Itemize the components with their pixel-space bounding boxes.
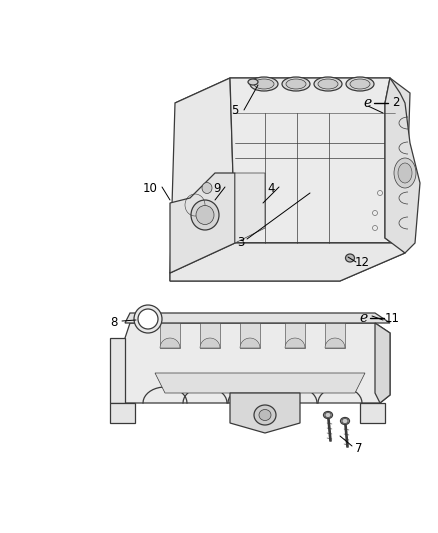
Ellipse shape	[342, 418, 348, 424]
Polygon shape	[175, 78, 390, 103]
Text: 4: 4	[268, 182, 275, 195]
Polygon shape	[200, 338, 220, 348]
Polygon shape	[230, 78, 395, 243]
Ellipse shape	[202, 182, 212, 193]
Polygon shape	[240, 338, 260, 348]
Text: 9: 9	[213, 182, 221, 195]
Ellipse shape	[254, 79, 274, 89]
Ellipse shape	[196, 206, 214, 224]
Ellipse shape	[350, 79, 370, 89]
Ellipse shape	[134, 305, 162, 333]
Polygon shape	[240, 323, 260, 348]
Polygon shape	[385, 78, 410, 253]
Polygon shape	[285, 323, 305, 348]
Ellipse shape	[346, 77, 374, 91]
Polygon shape	[155, 373, 365, 393]
Polygon shape	[110, 403, 135, 423]
Text: 5: 5	[231, 103, 238, 117]
Ellipse shape	[394, 158, 416, 188]
Ellipse shape	[325, 413, 331, 417]
Ellipse shape	[248, 79, 258, 85]
Text: e: e	[360, 311, 368, 325]
Ellipse shape	[340, 417, 350, 424]
Ellipse shape	[282, 77, 310, 91]
Polygon shape	[170, 78, 235, 273]
Ellipse shape	[398, 163, 412, 183]
Polygon shape	[200, 323, 220, 348]
Polygon shape	[235, 173, 265, 243]
Ellipse shape	[191, 200, 219, 230]
Polygon shape	[285, 338, 305, 348]
Text: 12: 12	[355, 256, 370, 270]
Polygon shape	[170, 243, 405, 281]
Text: 10: 10	[143, 182, 158, 195]
Ellipse shape	[318, 79, 338, 89]
Ellipse shape	[286, 79, 306, 89]
Polygon shape	[110, 338, 125, 403]
Text: e: e	[364, 96, 372, 110]
Polygon shape	[375, 323, 390, 403]
Ellipse shape	[324, 411, 332, 418]
Polygon shape	[230, 393, 300, 433]
Text: 7: 7	[355, 441, 363, 455]
Polygon shape	[360, 403, 385, 423]
Ellipse shape	[346, 254, 354, 262]
Ellipse shape	[314, 77, 342, 91]
Polygon shape	[125, 323, 390, 403]
Polygon shape	[160, 323, 180, 348]
Text: 11: 11	[385, 311, 400, 325]
Polygon shape	[325, 323, 345, 348]
Text: 8: 8	[111, 317, 118, 329]
Text: 2: 2	[392, 96, 399, 109]
Ellipse shape	[254, 405, 276, 425]
Ellipse shape	[138, 309, 158, 329]
Ellipse shape	[250, 77, 278, 91]
Polygon shape	[325, 338, 345, 348]
Polygon shape	[170, 173, 235, 273]
Polygon shape	[160, 338, 180, 348]
Polygon shape	[385, 78, 420, 253]
Polygon shape	[170, 243, 405, 281]
Text: 3: 3	[238, 237, 245, 249]
Polygon shape	[125, 313, 390, 323]
Ellipse shape	[259, 409, 271, 421]
